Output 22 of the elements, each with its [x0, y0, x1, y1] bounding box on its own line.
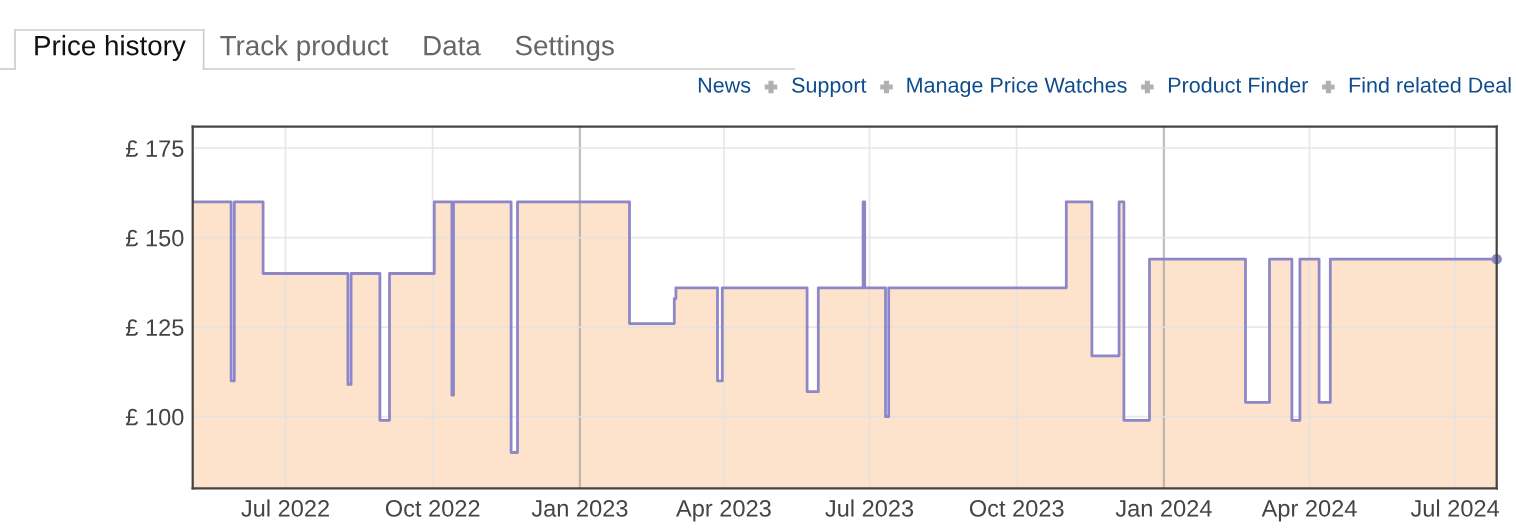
y-tick-label: £ 125: [125, 319, 184, 336]
x-tick-label: Oct 2023: [969, 500, 1064, 517]
y-tick-label: £ 100: [125, 408, 184, 426]
text: Settings: [515, 35, 614, 61]
text: Support: [792, 77, 867, 98]
x-tick-label: Jul 2022: [241, 499, 329, 517]
y-tick-label: £ 150: [125, 229, 184, 247]
text: News: [698, 77, 751, 93]
x-tick-label: Jan 2023: [531, 500, 628, 517]
y-tick-label: £ 175: [125, 140, 184, 157]
x-tick-label: Apr 2024: [1261, 500, 1357, 522]
x-tick-label: Apr 2023: [676, 500, 771, 522]
x-tick-label: Jan 2024: [1115, 500, 1212, 517]
text: Manage Price Watches: [907, 76, 1127, 98]
text: Track product: [220, 35, 389, 61]
x-tick-label: Oct 2022: [385, 500, 480, 517]
text: Product Finder: [1168, 76, 1309, 93]
text: Find related Deal: [1349, 76, 1511, 93]
x-tick-label: Jul 2023: [825, 499, 914, 517]
text: Data: [424, 36, 481, 56]
text: Price history: [35, 35, 186, 61]
x-tick-label: Jul 2024: [1410, 499, 1500, 517]
